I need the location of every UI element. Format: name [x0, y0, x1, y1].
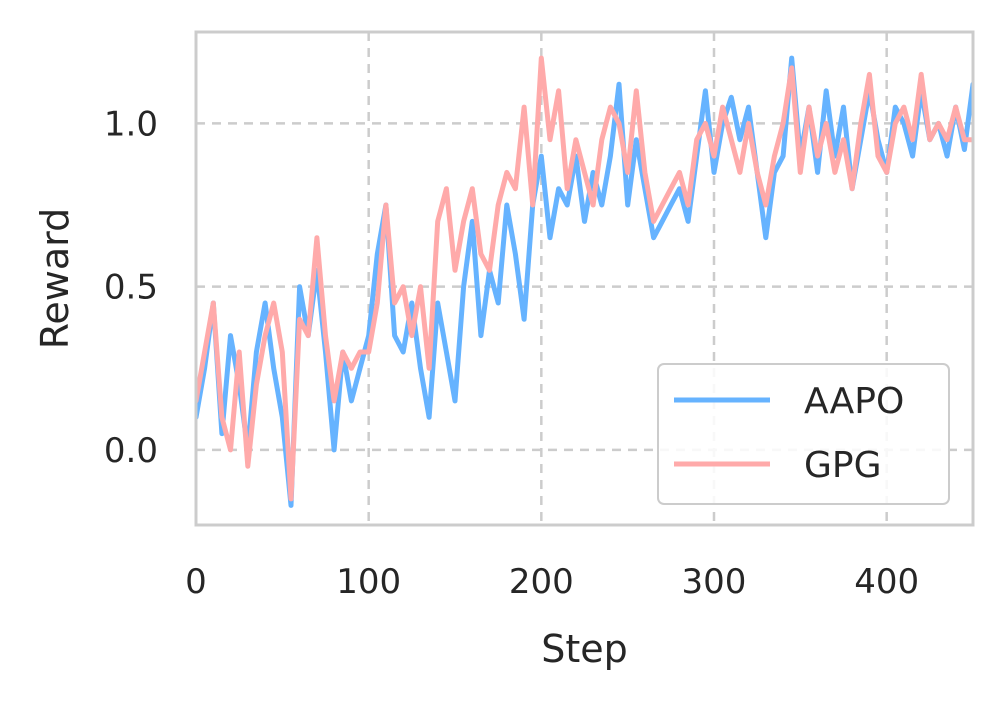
y-tick-label: 0.0 [104, 431, 158, 471]
x-tick-label: 100 [336, 562, 401, 602]
y-axis-label: Reward [33, 208, 77, 350]
y-tick-label: 1.0 [104, 104, 158, 144]
x-axis-label: Step [541, 627, 628, 671]
series-layer [196, 55, 973, 508]
legend: AAPO GPG [657, 363, 950, 505]
x-tick-label: 300 [682, 562, 747, 602]
legend-label: AAPO [804, 381, 904, 422]
y-tick-label: 0.5 [104, 268, 158, 308]
series-line-gpg [196, 55, 973, 502]
x-tick-label: 0 [185, 562, 207, 602]
plot-frame [194, 30, 975, 527]
x-tick-label: 400 [854, 562, 919, 602]
x-tick-labels: 0 100 200 300 400 [185, 562, 919, 602]
x-tick-label: 200 [509, 562, 574, 602]
legend-label: GPG [804, 445, 882, 486]
y-tick-labels: 0.0 0.5 1.0 [104, 104, 158, 470]
